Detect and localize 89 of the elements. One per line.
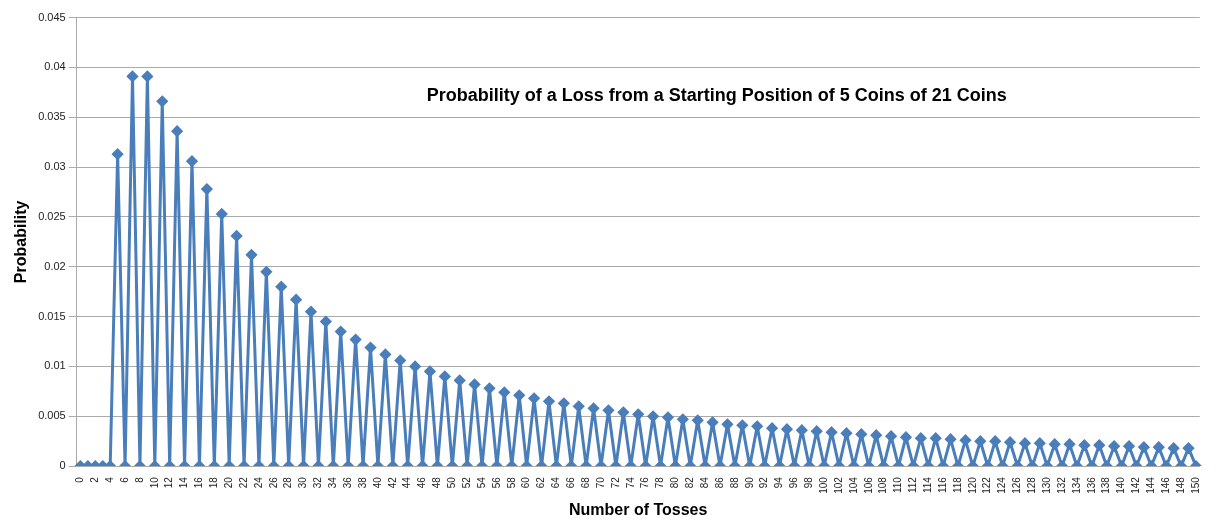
y-tick-label: 0.005 [38, 409, 66, 422]
x-tick-label: 80 [669, 476, 681, 489]
x-tick-label: 144 [1145, 476, 1157, 494]
x-tick-label: 76 [639, 476, 651, 489]
x-tick-label: 112 [907, 476, 919, 494]
x-tick-label: 150 [1189, 476, 1201, 494]
x-tick-label: 134 [1070, 476, 1082, 494]
y-tick-label: 0 [59, 459, 66, 472]
x-tick-label: 52 [460, 476, 472, 489]
x-tick-label: 102 [832, 476, 844, 494]
x-tick-label: 116 [936, 476, 948, 494]
y-tick-label: 0.02 [44, 259, 66, 272]
x-tick-label: 94 [773, 476, 785, 489]
x-tick-label: 8 [133, 476, 145, 483]
x-tick-label: 40 [371, 476, 383, 489]
y-tick-label: 0.015 [38, 309, 66, 322]
x-tick-label: 68 [579, 476, 591, 489]
x-tick-label: 130 [1040, 476, 1052, 494]
x-tick-label: 74 [624, 476, 636, 489]
x-tick-label: 22 [237, 476, 249, 489]
x-tick-label: 14 [178, 476, 190, 489]
x-tick-label: 84 [698, 476, 710, 489]
x-tick-label: 88 [728, 476, 740, 489]
x-tick-label: 136 [1085, 476, 1097, 494]
x-tick-label: 78 [654, 476, 666, 489]
x-tick-label: 46 [416, 476, 428, 489]
x-tick-label: 104 [847, 476, 859, 494]
x-tick-label: 114 [922, 476, 933, 494]
x-tick-label: 30 [297, 476, 309, 489]
x-tick-label: 54 [475, 476, 487, 489]
x-tick-label: 82 [684, 476, 696, 489]
x-tick-label: 16 [193, 476, 205, 489]
x-tick-label: 34 [327, 476, 339, 489]
x-tick-label: 140 [1115, 476, 1127, 494]
x-tick-label: 64 [550, 476, 562, 489]
y-tick-label: 0.01 [44, 359, 66, 372]
x-tick-label: 86 [713, 476, 725, 489]
y-tick-label: 0.025 [38, 209, 66, 222]
x-tick-label: 148 [1174, 476, 1186, 494]
x-tick-label: 146 [1159, 476, 1171, 494]
x-tick-label: 32 [312, 476, 324, 489]
x-tick-label: 60 [520, 476, 532, 489]
y-tick-label: 0.045 [38, 10, 66, 23]
x-tick-label: 110 [892, 476, 904, 494]
x-tick-label: 20 [222, 476, 234, 489]
x-tick-label: 24 [252, 476, 264, 489]
y-tick-label: 0.03 [44, 160, 66, 173]
x-tick-label: 132 [1055, 476, 1067, 494]
x-tick-label: 92 [758, 476, 770, 489]
y-axis-title: Probability [12, 200, 30, 284]
x-tick-label: 6 [118, 476, 130, 483]
x-tick-label: 38 [356, 476, 368, 489]
x-tick-label: 124 [996, 476, 1008, 494]
x-tick-label: 62 [535, 476, 547, 489]
x-tick-label: 106 [862, 476, 874, 494]
x-tick-label: 72 [609, 476, 621, 489]
x-tick-label: 66 [565, 476, 577, 489]
x-tick-label: 96 [788, 476, 800, 489]
x-tick-label: 44 [401, 476, 413, 489]
x-tick-label: 0 [74, 476, 86, 483]
x-tick-label: 4 [103, 476, 115, 483]
x-tick-label: 100 [817, 476, 829, 494]
x-tick-label: 122 [981, 476, 993, 494]
x-tick-label: 142 [1130, 476, 1142, 494]
x-axis-title: Number of Tosses [569, 500, 708, 518]
x-tick-label: 26 [267, 476, 279, 489]
x-tick-label: 58 [505, 476, 517, 489]
x-tick-label: 18 [208, 476, 220, 489]
x-tick-label: 90 [743, 476, 755, 489]
x-tick-label: 42 [386, 476, 398, 489]
x-tick-label: 70 [594, 476, 606, 489]
x-tick-label: 12 [163, 476, 175, 489]
x-tick-label: 48 [431, 476, 443, 489]
x-tick-label: 128 [1026, 476, 1038, 494]
y-tick-label: 0.04 [44, 60, 66, 73]
x-tick-label: 108 [877, 476, 889, 494]
x-tick-label: 98 [803, 476, 815, 489]
x-tick-label: 120 [966, 476, 978, 494]
x-tick-label: 56 [490, 476, 502, 489]
x-tick-label: 10 [148, 476, 160, 489]
x-tick-label: 28 [282, 476, 294, 489]
x-tick-label: 36 [341, 476, 353, 489]
text: Probability of a Loss from a Starting Position of 5 Coins of 21 Coins [426, 84, 1007, 105]
x-tick-label: 126 [1011, 476, 1023, 494]
x-tick-label: 138 [1100, 476, 1112, 494]
x-tick-label: 118 [951, 476, 963, 494]
x-tick-label: 2 [89, 476, 101, 483]
x-tick-label: 50 [446, 476, 458, 489]
y-tick-label: 0.035 [38, 110, 66, 123]
